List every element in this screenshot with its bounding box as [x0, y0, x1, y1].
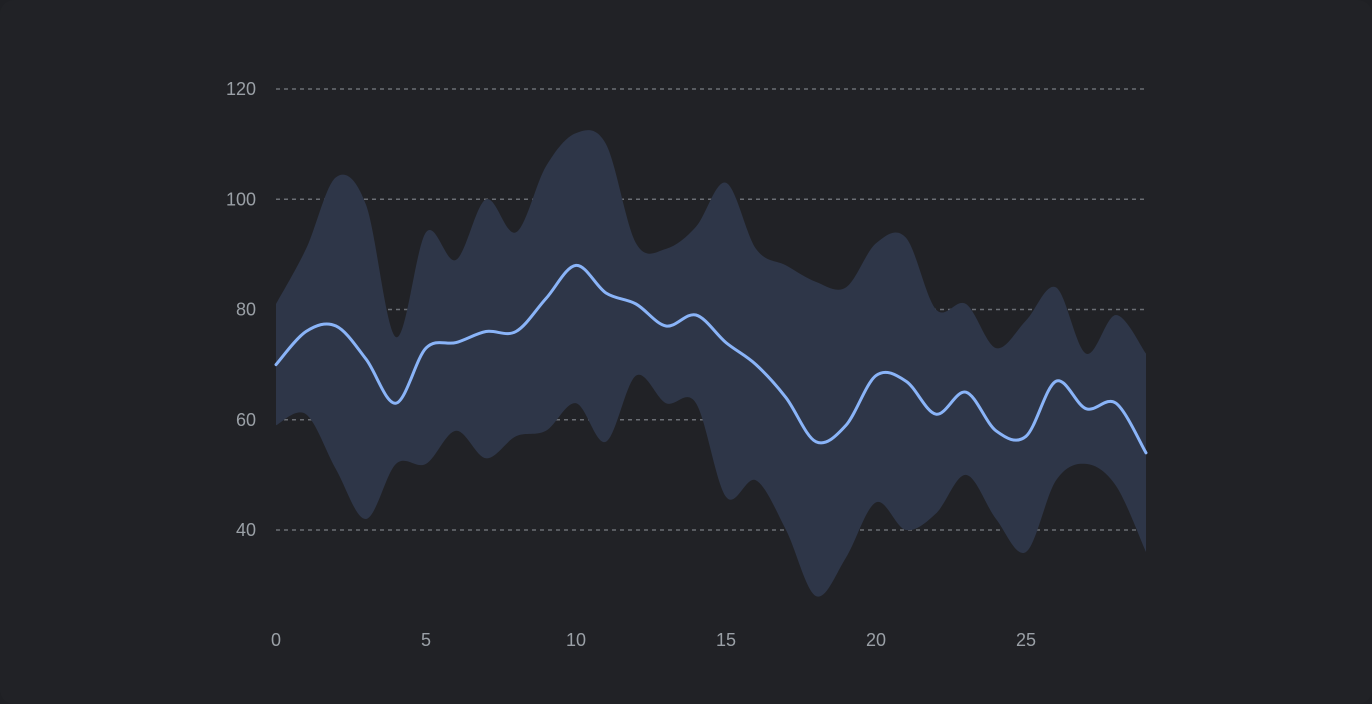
- y-tick-label-60: 60: [236, 410, 256, 430]
- confidence-band-0: [276, 130, 1146, 597]
- x-tick-label-20: 20: [866, 630, 886, 650]
- x-tick-label-25: 25: [1016, 630, 1036, 650]
- y-axis-ticks: 40 60 80 100 120: [226, 79, 256, 540]
- confidence-band: [276, 130, 1146, 597]
- y-tick-label-100: 100: [226, 189, 256, 209]
- x-tick-label-10: 10: [566, 630, 586, 650]
- y-tick-label-40: 40: [236, 520, 256, 540]
- x-axis-ticks: 0 5 10 15 20 25: [271, 630, 1036, 650]
- y-tick-label-120: 120: [226, 79, 256, 99]
- x-tick-label-15: 15: [716, 630, 736, 650]
- y-tick-label-80: 80: [236, 300, 256, 320]
- x-tick-label-0: 0: [271, 630, 281, 650]
- x-tick-label-5: 5: [421, 630, 431, 650]
- series-line-0: [274, 263, 1148, 455]
- series-lines: [274, 263, 1148, 455]
